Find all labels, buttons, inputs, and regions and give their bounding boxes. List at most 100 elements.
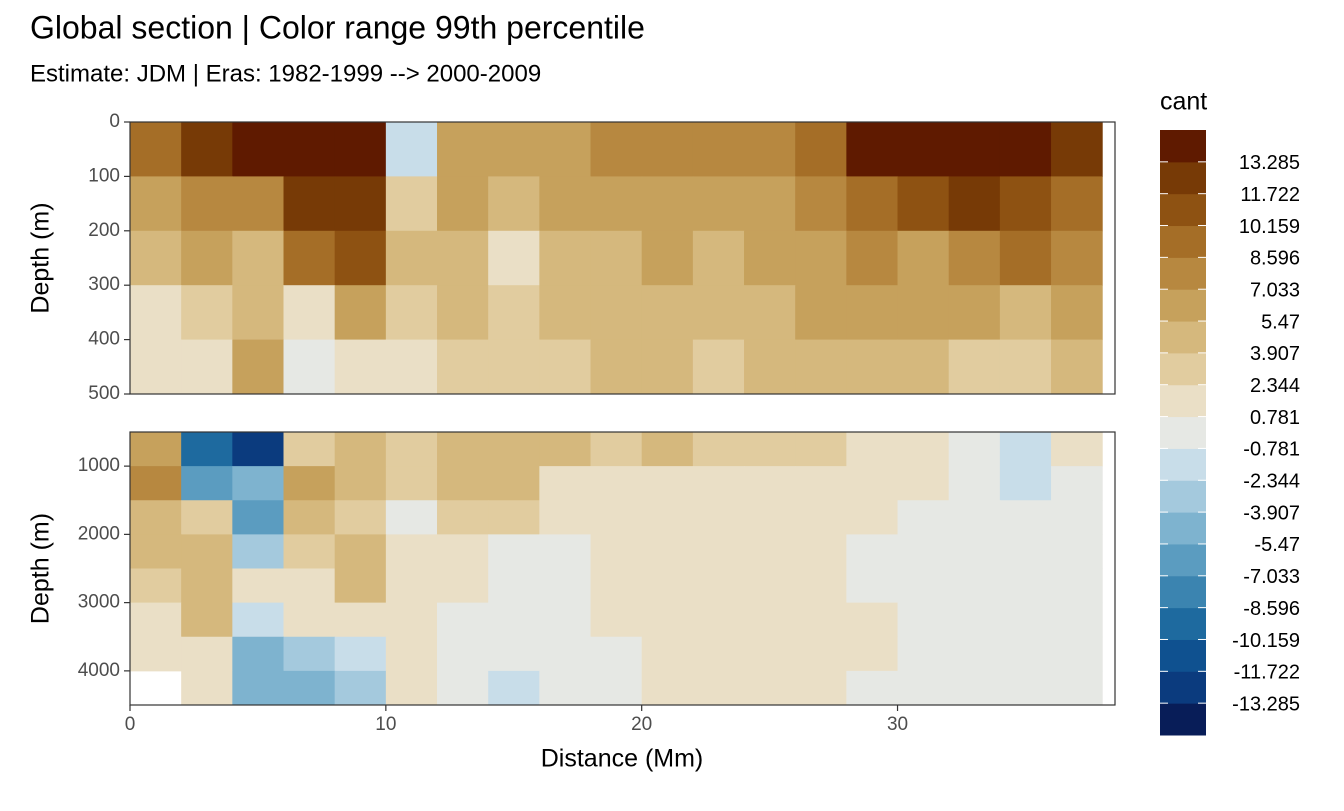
legend-label: 13.285: [1239, 152, 1300, 174]
heatmap-cell: [130, 230, 182, 286]
heatmap-cell: [846, 534, 899, 569]
heatmap-cell: [641, 670, 694, 705]
heatmap-cell: [130, 636, 182, 672]
heatmap-cell: [1051, 339, 1103, 394]
heatmap-cell: [846, 176, 899, 232]
heatmap-cell: [130, 602, 182, 638]
legend-label: -13.285: [1232, 693, 1300, 715]
y-tick-label: 4000: [78, 660, 120, 681]
heatmap-cell: [744, 176, 796, 232]
legend-label: -2.344: [1243, 471, 1300, 493]
heatmap-cell: [334, 466, 387, 501]
heatmap-cell: [437, 602, 489, 638]
heatmap-cell: [897, 176, 950, 232]
heatmap-cell: [181, 122, 233, 177]
heatmap-cell: [846, 568, 899, 604]
heatmap-cell: [948, 466, 1001, 501]
heatmap-cell: [948, 602, 1001, 638]
heatmap-cell: [1051, 670, 1103, 705]
heatmap-cell: [385, 500, 438, 535]
chart-title: Global section | Color range 99th percen…: [30, 9, 645, 45]
heatmap-cell: [846, 500, 899, 535]
heatmap-cell: [999, 670, 1052, 705]
heatmap-cell: [897, 285, 950, 341]
heatmap-cell: [283, 432, 336, 467]
heatmap-cell: [692, 432, 745, 467]
heatmap-cell: [539, 285, 592, 341]
legend-swatch: [1160, 384, 1206, 418]
heatmap-cell: [641, 534, 694, 569]
heatmap-cell: [488, 670, 540, 705]
legend-swatch: [1160, 703, 1206, 736]
heatmap-cell: [744, 432, 796, 467]
heatmap-cell: [385, 568, 438, 604]
heatmap-cell: [539, 339, 592, 394]
heatmap-cell: [488, 534, 540, 569]
heatmap-cell: [232, 176, 285, 232]
heatmap-cell: [283, 500, 336, 535]
heatmap-cell: [232, 602, 285, 638]
heatmap-cell: [999, 339, 1052, 394]
heatmap-cell: [846, 466, 899, 501]
heatmap-cell: [744, 339, 796, 394]
legend-swatch: [1160, 448, 1206, 481]
heatmap-cell: [283, 466, 336, 501]
heatmap-cell: [692, 122, 745, 177]
heatmap-cell: [999, 500, 1052, 535]
heatmap-cell: [897, 500, 950, 535]
heatmap-cell: [795, 466, 847, 501]
heatmap-cell: [130, 339, 182, 394]
heatmap-cell: [641, 432, 694, 467]
legend-label: -11.722: [1234, 662, 1300, 684]
heatmap-cell: [948, 176, 1001, 232]
legend-swatch: [1160, 193, 1206, 227]
heatmap-cell: [1051, 230, 1103, 286]
heatmap-cell: [744, 285, 796, 341]
heatmap-cell: [795, 602, 847, 638]
heatmap-cell: [488, 500, 540, 535]
heatmap-cell: [539, 602, 592, 638]
heatmap-cell: [999, 176, 1052, 232]
heatmap-cell: [539, 466, 592, 501]
heatmap-cell: [692, 602, 745, 638]
legend-label: 10.159: [1239, 216, 1300, 238]
heatmap-cell: [692, 339, 745, 394]
x-tick-label: 10: [375, 714, 396, 735]
heatmap-cell: [1051, 534, 1103, 569]
heatmap-cell: [130, 534, 182, 569]
heatmap-cell: [437, 176, 489, 232]
heatmap-cell: [385, 466, 438, 501]
heatmap-cell: [948, 568, 1001, 604]
heatmap-cell: [385, 122, 438, 177]
legend-label: 3.907: [1250, 343, 1300, 365]
heatmap-cell: [539, 500, 592, 535]
heatmap-cell: [999, 285, 1052, 341]
heatmap-cell: [488, 466, 540, 501]
legend-swatch: [1160, 480, 1206, 513]
panel-border: [129, 121, 1116, 395]
heatmap-cell: [181, 230, 233, 286]
y-tick-label: 200: [88, 220, 120, 241]
legend-swatch: [1160, 575, 1206, 609]
heatmap-cell: [232, 500, 285, 535]
heatmap-cell: [1051, 602, 1103, 638]
heatmap-cell: [181, 500, 233, 535]
heatmap-cell: [590, 176, 643, 232]
legend-swatch: [1160, 512, 1206, 545]
heatmap-cell: [692, 636, 745, 672]
heatmap-cell: [130, 432, 182, 467]
heatmap-cell: [232, 636, 285, 672]
heatmap-cell: [795, 534, 847, 569]
heatmap-cell: [744, 466, 796, 501]
heatmap-cell: [181, 636, 233, 672]
heatmap-cell: [999, 602, 1052, 638]
heatmap-cell: [130, 176, 182, 232]
plot-area: [130, 122, 1103, 394]
legend-label: -7.033: [1243, 566, 1300, 588]
heatmap-cell: [488, 602, 540, 638]
legend-label: 5.47: [1261, 311, 1300, 333]
heatmap-cell: [488, 230, 540, 286]
heatmap-cell: [590, 339, 643, 394]
heatmap-cell: [334, 636, 387, 672]
